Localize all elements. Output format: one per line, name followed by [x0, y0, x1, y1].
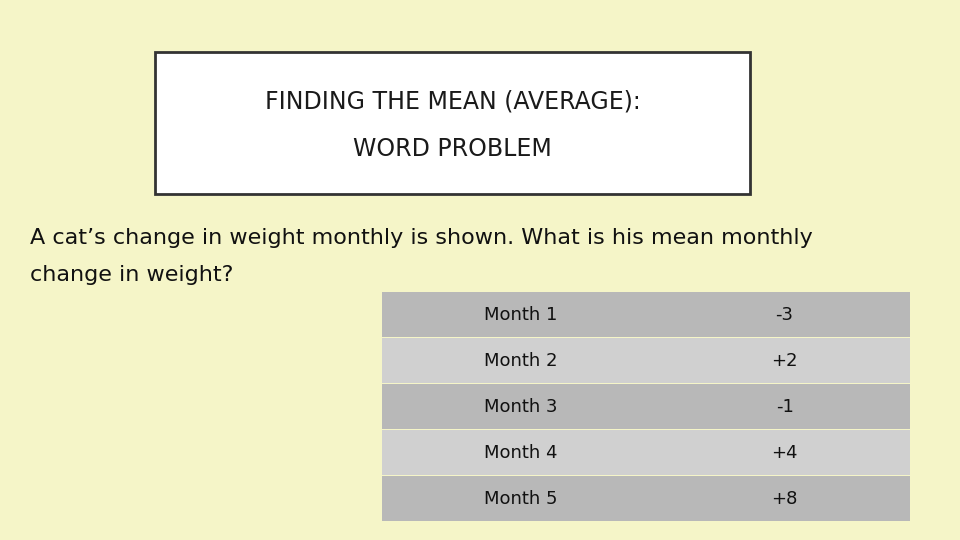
FancyBboxPatch shape [660, 384, 910, 429]
FancyBboxPatch shape [382, 384, 660, 429]
Text: WORD PROBLEM: WORD PROBLEM [353, 137, 552, 160]
FancyBboxPatch shape [382, 476, 660, 521]
Text: Month 5: Month 5 [484, 489, 558, 508]
Text: FINDING THE MEAN (AVERAGE):: FINDING THE MEAN (AVERAGE): [265, 90, 640, 114]
Text: A cat’s change in weight monthly is shown. What is his mean monthly: A cat’s change in weight monthly is show… [30, 228, 813, 248]
FancyBboxPatch shape [382, 292, 660, 337]
FancyBboxPatch shape [382, 338, 660, 383]
FancyBboxPatch shape [382, 430, 660, 475]
Text: -1: -1 [776, 397, 794, 415]
Text: -3: -3 [776, 306, 794, 323]
Text: Month 4: Month 4 [484, 443, 558, 462]
Text: Month 3: Month 3 [484, 397, 558, 415]
FancyBboxPatch shape [660, 476, 910, 521]
Text: +8: +8 [772, 489, 798, 508]
FancyBboxPatch shape [660, 338, 910, 383]
Text: change in weight?: change in weight? [30, 265, 233, 285]
Text: Month 1: Month 1 [484, 306, 558, 323]
FancyBboxPatch shape [155, 52, 750, 194]
Text: Month 2: Month 2 [484, 352, 558, 369]
FancyBboxPatch shape [660, 430, 910, 475]
Text: +4: +4 [771, 443, 798, 462]
Text: +2: +2 [771, 352, 798, 369]
FancyBboxPatch shape [660, 292, 910, 337]
